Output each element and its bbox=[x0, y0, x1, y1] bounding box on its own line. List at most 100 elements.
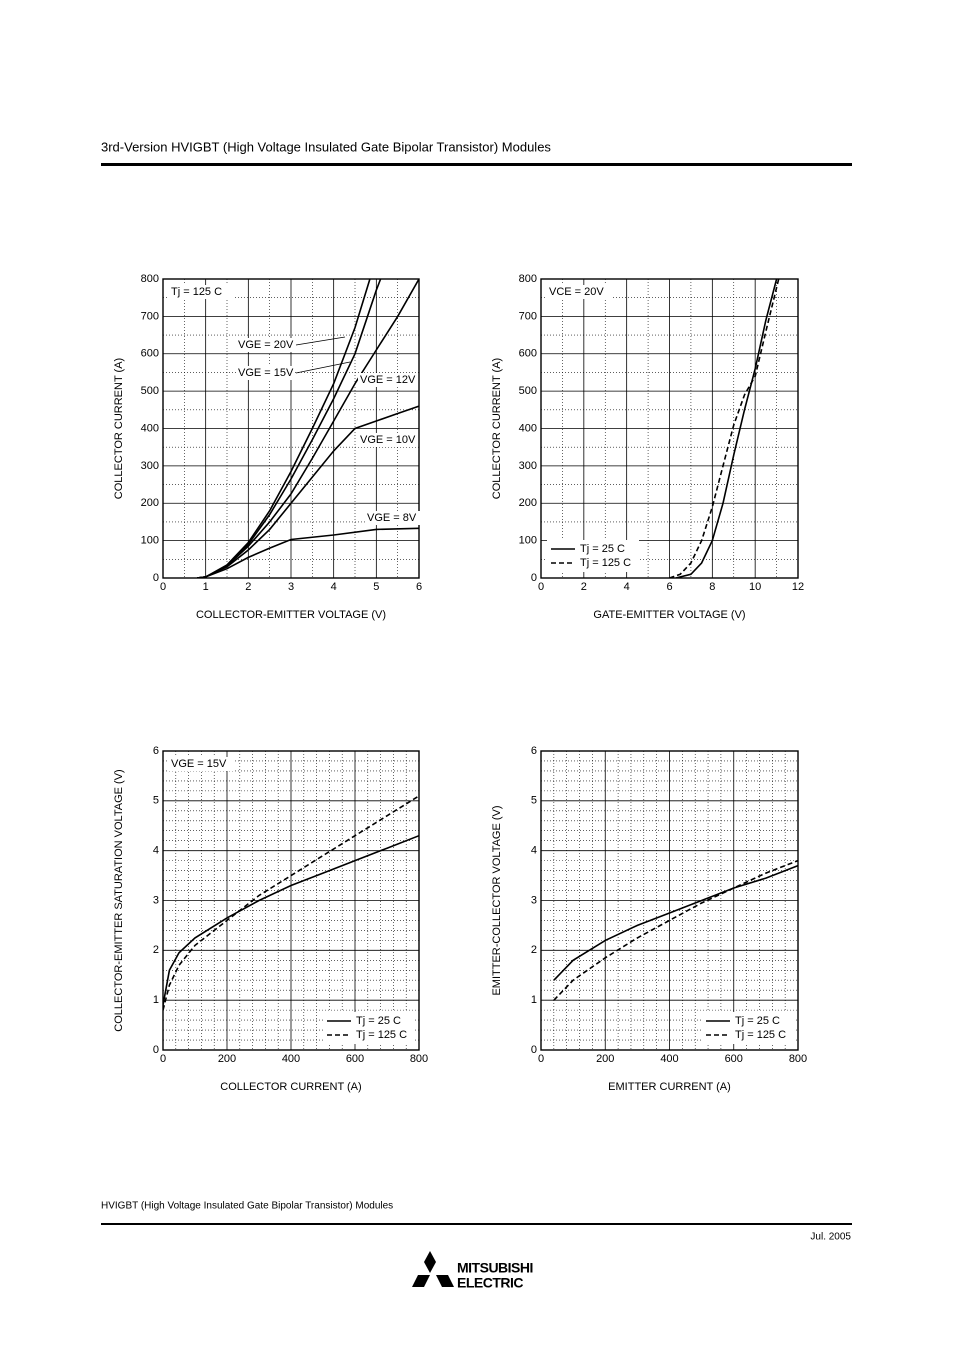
x-tick-label: 3 bbox=[288, 581, 294, 593]
series-label: VGE = 8V bbox=[367, 512, 417, 524]
charts: 0 1 2 3 4 5 60100200300400500600700800COLLECTO… bbox=[113, 273, 807, 1093]
x-tick-label: 12 bbox=[792, 581, 804, 593]
y-tick-label: 1 bbox=[153, 994, 159, 1006]
x-tick-label: 0 bbox=[538, 581, 544, 593]
chart: 0 1 2 3 4 5 6 0 100 200 300 400 500 600 700 800 COLLECTO… bbox=[113, 273, 423, 621]
x-axis-label: COLLECTOR CURRENT (A) bbox=[220, 1081, 361, 1093]
y-tick-label: 6 bbox=[531, 745, 537, 757]
y-tick-label: 700 bbox=[519, 310, 537, 322]
logo-mark bbox=[412, 1251, 454, 1287]
annotation-bg bbox=[547, 285, 611, 299]
header-rule bbox=[101, 163, 852, 166]
x-tick-label: 1 bbox=[203, 581, 209, 593]
y-tick-label: 300 bbox=[519, 460, 537, 472]
legend-label: Tj = 25 C bbox=[356, 1015, 401, 1027]
series-label: VGE = 10V bbox=[360, 434, 416, 446]
series-line bbox=[669, 279, 780, 578]
y-tick-label: 800 bbox=[519, 273, 537, 285]
x-tick-label: 600 bbox=[725, 1053, 743, 1065]
y-tick-label: 3 bbox=[531, 894, 537, 906]
label-bg bbox=[365, 511, 423, 525]
y-tick-label: 500 bbox=[141, 385, 159, 397]
x-tick-label: 5 bbox=[373, 581, 379, 593]
y-tick-label: 400 bbox=[141, 422, 159, 434]
annotation: VCE = 20V bbox=[549, 286, 604, 298]
y-tick-label: 0 bbox=[531, 572, 537, 584]
y-tick-label: 2 bbox=[531, 944, 537, 956]
x-axis-label: EMITTER CURRENT (A) bbox=[608, 1081, 731, 1093]
series-line bbox=[553, 859, 798, 1001]
series-line bbox=[553, 864, 798, 981]
legend-label: Tj = 125 C bbox=[735, 1029, 786, 1041]
series-line bbox=[196, 527, 419, 578]
legend-label: Tj = 125 C bbox=[580, 557, 631, 569]
y-tick-label: 300 bbox=[141, 460, 159, 472]
y-axis-label: COLLECTOR CURRENT (A) bbox=[113, 358, 125, 499]
series-label: VGE = 12V bbox=[360, 374, 416, 386]
x-tick-label: 400 bbox=[660, 1053, 678, 1065]
footer-date: Jul. 2005 bbox=[810, 1232, 851, 1243]
x-tick-label: 4 bbox=[624, 581, 630, 593]
y-tick-label: 0 bbox=[153, 1044, 159, 1056]
x-tick-label: 200 bbox=[596, 1053, 614, 1065]
series-line bbox=[163, 834, 419, 1006]
footer-rule bbox=[101, 1223, 852, 1225]
y-tick-label: 4 bbox=[153, 845, 159, 857]
x-tick-label: 10 bbox=[749, 581, 761, 593]
x-tick-label: 200 bbox=[218, 1053, 236, 1065]
x-tick-label: 0 bbox=[538, 1053, 544, 1065]
series-label: VGE = 20V bbox=[238, 339, 294, 351]
x-axis-label: GATE-EMITTER VOLTAGE (V) bbox=[593, 609, 745, 621]
y-tick-label: 4 bbox=[531, 845, 537, 857]
x-tick-label: 400 bbox=[282, 1053, 300, 1065]
series-line bbox=[163, 795, 419, 1011]
legend-bg bbox=[547, 540, 639, 572]
y-tick-label: 3 bbox=[153, 894, 159, 906]
label-bg bbox=[358, 433, 416, 447]
y-tick-label: 5 bbox=[531, 795, 537, 807]
y-tick-label: 6 bbox=[153, 745, 159, 757]
legend-label: Tj = 125 C bbox=[356, 1029, 407, 1041]
y-axis-label: COLLECTOR-EMITTER SATURATION VOLTAGE (V) bbox=[113, 769, 125, 1031]
legend-bg bbox=[323, 1012, 415, 1044]
series-label: VGE = 15V bbox=[238, 367, 294, 379]
x-tick-label: 6 bbox=[416, 581, 422, 593]
annotation-bg bbox=[169, 757, 233, 771]
header-title: 3rd-Version HVIGBT (High Voltage Insulat… bbox=[101, 139, 551, 154]
plot-frame bbox=[162, 750, 420, 1051]
leader-line bbox=[295, 361, 351, 374]
y-axis-label: EMITTER-COLLECTOR VOLTAGE (V) bbox=[491, 805, 503, 995]
legend-label: Tj = 25 C bbox=[735, 1015, 780, 1027]
x-tick-label: 600 bbox=[346, 1053, 364, 1065]
x-tick-label: 800 bbox=[410, 1053, 428, 1065]
brand-line: MITSUBISHI bbox=[457, 1260, 533, 1276]
y-tick-label: 0 bbox=[153, 572, 159, 584]
y-tick-label: 100 bbox=[141, 535, 159, 547]
chart: 0 200 400 600 800 0 1 2 3 4 5 6 EMITTER CURRENT (A) E… bbox=[491, 745, 807, 1093]
plot-frame bbox=[162, 278, 420, 579]
plot-frame bbox=[540, 750, 799, 1051]
brand-line: ELECTRIC bbox=[457, 1275, 523, 1291]
x-tick-label: 2 bbox=[245, 581, 251, 593]
y-tick-label: 5 bbox=[153, 795, 159, 807]
label-bg bbox=[236, 366, 294, 380]
legend-bg bbox=[702, 1012, 794, 1044]
y-tick-label: 600 bbox=[141, 348, 159, 360]
y-tick-label: 600 bbox=[519, 348, 537, 360]
y-axis-label: COLLECTOR CURRENT (A) bbox=[491, 358, 503, 499]
y-tick-label: 800 bbox=[141, 273, 159, 285]
y-tick-label: 500 bbox=[519, 385, 537, 397]
x-tick-label: 800 bbox=[789, 1053, 807, 1065]
leader-line bbox=[295, 336, 346, 346]
label-bg bbox=[358, 373, 416, 387]
x-axis-label: COLLECTOR-EMITTER VOLTAGE (V) bbox=[196, 609, 386, 621]
label-bg bbox=[236, 338, 294, 352]
annotation-bg bbox=[169, 285, 233, 299]
y-tick-label: 1 bbox=[531, 994, 537, 1006]
x-tick-label: 6 bbox=[666, 581, 672, 593]
y-tick-label: 100 bbox=[519, 535, 537, 547]
x-tick-label: 0 bbox=[160, 1053, 166, 1065]
x-tick-label: 2 bbox=[581, 581, 587, 593]
y-tick-label: 200 bbox=[141, 497, 159, 509]
annotation: Tj = 125 C bbox=[171, 286, 222, 298]
